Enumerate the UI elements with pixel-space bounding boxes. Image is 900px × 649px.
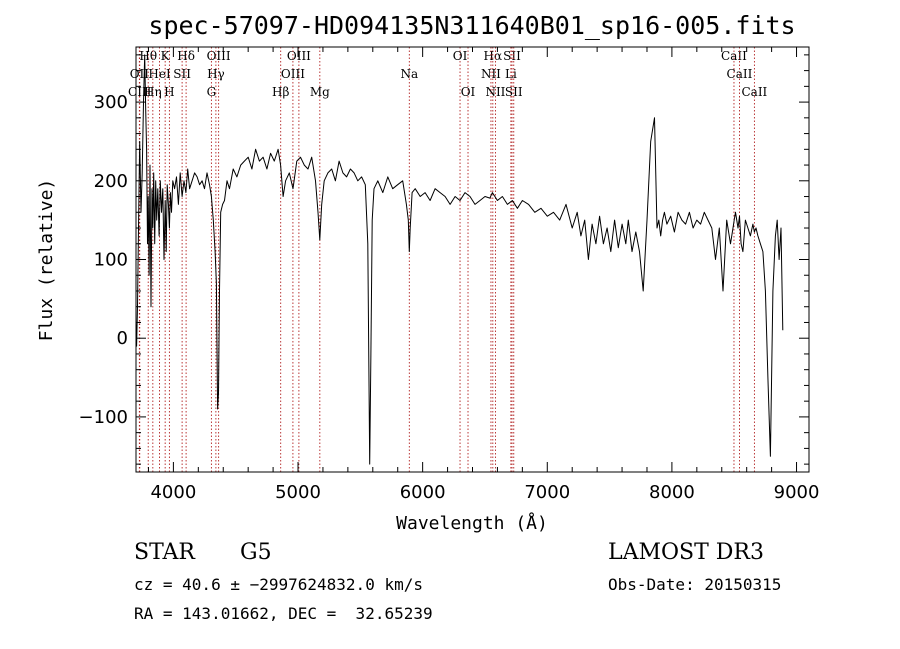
line-marker-label-17: OI: [453, 49, 468, 63]
obs-date: Obs-Date: 20150315: [608, 575, 782, 594]
line-marker-label-5: Hη: [144, 85, 162, 99]
line-marker-label-0: Hθ: [139, 49, 157, 63]
spectrum-series: [135, 54, 784, 465]
line-marker-label-18: OI: [461, 85, 476, 99]
line-marker-label-20: SII: [503, 49, 521, 63]
line-marker-label-11: G: [207, 85, 217, 99]
chart-title: spec-57097-HD094135N311640B01_sp16-005.f…: [148, 11, 795, 40]
line-marker-label-6: SII: [173, 67, 191, 81]
line-marker-label-3: K: [161, 49, 171, 63]
ra-dec-readout: RA = 143.01662, DEC = 32.65239: [134, 604, 433, 623]
object-class: STAR: [134, 540, 195, 565]
line-marker-label-24: SII: [505, 85, 523, 99]
line-marker-label-16: Na: [400, 67, 418, 81]
x-axis-ticks: 4000 5000 6000 7000 8000 9000: [147, 47, 820, 503]
line-marker-label-4: HeI: [148, 67, 171, 81]
x-tick-label-6000: 6000: [400, 482, 446, 503]
x-tick-label-8000: 8000: [649, 482, 695, 503]
line-marker-label-21: NII: [481, 67, 501, 81]
line-marker-label-9: OIII: [207, 49, 231, 63]
line-marker-label-7: H: [164, 85, 174, 99]
line-marker-label-14: Hβ: [272, 85, 289, 99]
x-tick-label-9000: 9000: [774, 482, 820, 503]
y-axis-ticks: −100 0 100 200 300: [79, 54, 809, 465]
y-tick-label-100: 100: [94, 250, 128, 271]
line-marker-label-19: Hα: [484, 49, 503, 63]
line-marker-label-15: Mg: [310, 85, 330, 99]
y-tick-label--100: −100: [79, 407, 128, 428]
survey-name: LAMOST DR3: [608, 540, 764, 565]
spectrum-line: [135, 54, 784, 465]
line-marker-label-27: CaII: [741, 85, 767, 99]
line-marker-label-23: NII: [485, 85, 505, 99]
line-marker-label-26: CaII: [727, 67, 753, 81]
line-marker-label-10: Hγ: [207, 67, 225, 81]
x-axis-label: Wavelength (Å): [396, 512, 548, 534]
redshift-readout: cz = 40.6 ± −2997624832.0 km/s: [134, 575, 423, 594]
y-tick-label-300: 300: [94, 92, 128, 113]
line-marker-label-12: OIII: [287, 49, 311, 63]
x-tick-label-7000: 7000: [524, 482, 570, 503]
line-marker-label-8: Hδ: [177, 49, 195, 63]
y-axis-label: Flux (relative): [36, 179, 57, 342]
line-marker-label-13: OIII: [281, 67, 305, 81]
plot-frame: [135, 46, 810, 473]
object-subclass: G5: [240, 540, 272, 565]
x-tick-label-4000: 4000: [150, 482, 196, 503]
y-tick-label-200: 200: [94, 171, 128, 192]
y-tick-label-0: 0: [117, 328, 128, 349]
line-marker-label-22: Li: [505, 67, 517, 81]
line-marker-label-25: CaII: [721, 49, 747, 63]
x-tick-label-5000: 5000: [275, 482, 321, 503]
